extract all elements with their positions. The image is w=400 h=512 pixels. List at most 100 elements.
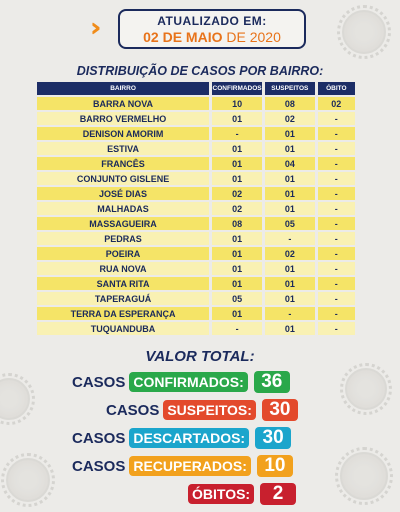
cell-suspeitos: 01 [262, 127, 315, 140]
cell-obito: - [314, 202, 355, 215]
cell-confirmados: 05 [209, 292, 263, 305]
cell-obito: - [314, 187, 355, 200]
cell-confirmados: - [209, 127, 263, 140]
table-row: JOSÉ DIAS 02 01- [37, 187, 355, 200]
summary-word: CASOS [106, 401, 160, 419]
cell-suspeitos: 04 [262, 157, 315, 170]
summary-label: ÓBITOS: [188, 484, 255, 504]
update-date-year: DE 2020 [222, 29, 281, 45]
update-header: ›› ATUALIZADO EM: 02 DE MAIO DE 2020 [0, 8, 400, 49]
summary-row: CASOS SUSPEITOS: 30 [106, 399, 298, 421]
summary-value: 30 [261, 399, 298, 421]
table-row: BARRA NOVA 10 08 02 [37, 97, 355, 110]
cell-obito: - [314, 322, 355, 335]
cell-obito: - [314, 307, 355, 320]
update-label: ATUALIZADO EM: [157, 14, 267, 28]
update-date-main: 02 DE MAIO [143, 29, 223, 45]
table-row: MASSAGUEIRA 08 05- [37, 217, 355, 230]
col-header-suspeitos: SUSPEITOS [262, 82, 315, 95]
cell-suspeitos: 01 [262, 202, 315, 215]
summary-label: RECUPERADOS: [129, 456, 251, 476]
table-header-row: BAIRRO CONFIRMADOS SUSPEITOS ÓBITO [37, 82, 355, 95]
cell-confirmados: 01 [209, 262, 263, 275]
summary-label: SUSPEITOS: [163, 400, 256, 420]
cell-suspeitos: 01 [262, 262, 315, 275]
update-date-box: ATUALIZADO EM: 02 DE MAIO DE 2020 [118, 9, 306, 49]
summary-row: CASOS CONFIRMADOS: 36 [72, 371, 290, 393]
virus-decoration-icon [0, 373, 35, 425]
summary-value: 10 [256, 455, 293, 477]
cell-suspeitos: 01 [262, 172, 315, 185]
col-header-confirmados: CONFIRMADOS [209, 82, 263, 95]
summary-value: 36 [253, 371, 290, 393]
cell-confirmados: 01 [209, 172, 263, 185]
total-title: VALOR TOTAL: [145, 348, 255, 365]
cell-suspeitos: 02 [262, 247, 315, 260]
cell-obito: - [314, 292, 355, 305]
cell-suspeitos: 05 [262, 217, 315, 230]
cell-obito: - [314, 262, 355, 275]
cell-obito: - [314, 142, 355, 155]
cell-obito: 02 [314, 97, 355, 110]
virus-decoration-icon [340, 363, 392, 415]
table-row: DENISON AMORIM -01- [37, 127, 355, 140]
cell-confirmados: 01 [209, 112, 263, 125]
cell-suspeitos: 01 [262, 187, 315, 200]
table-row: TUQUANDUBA -01- [37, 322, 355, 335]
cell-suspeitos: 01 [262, 142, 315, 155]
table-row: TAPERAGUÁ 05 01- [37, 292, 355, 305]
cell-suspeitos: - [262, 232, 315, 245]
cell-bairro: ESTIVA [37, 142, 210, 155]
cell-suspeitos: - [262, 307, 315, 320]
cell-obito: - [314, 217, 355, 230]
cell-obito: - [314, 112, 355, 125]
cell-bairro: BARRA NOVA [37, 97, 210, 110]
cell-bairro: MASSAGUEIRA [37, 217, 210, 230]
cell-suspeitos: 01 [262, 322, 315, 335]
table-row: RUA NOVA 01 01- [37, 262, 355, 275]
summary-value: 30 [255, 427, 292, 449]
virus-decoration-icon [337, 5, 391, 59]
table-row: CONJUNTO GISLENE 01 01- [37, 172, 355, 185]
virus-decoration-icon [335, 447, 393, 505]
cell-obito: - [314, 277, 355, 290]
cell-obito: - [314, 232, 355, 245]
cell-bairro: CONJUNTO GISLENE [37, 172, 210, 185]
cell-suspeitos: 01 [262, 292, 315, 305]
summary-row: CASOS DESCARTADOS: 30 [72, 427, 292, 449]
cell-bairro: DENISON AMORIM [37, 127, 210, 140]
summary-word: CASOS [72, 373, 126, 391]
col-header-bairro: BAIRRO [37, 82, 210, 95]
cell-suspeitos: 02 [262, 112, 315, 125]
cell-obito: - [314, 127, 355, 140]
update-date: 02 DE MAIO DE 2020 [120, 29, 304, 45]
summary-label: CONFIRMADOS: [129, 372, 248, 392]
table-row: PEDRAS 01- - [37, 232, 355, 245]
cell-obito: - [314, 157, 355, 170]
cell-bairro: MALHADAS [37, 202, 210, 215]
cell-obito: - [314, 172, 355, 185]
col-header-obito: ÓBITO [314, 82, 355, 95]
table-row: ESTIVA 01 01- [37, 142, 355, 155]
summary-row: ÓBITOS: 2 [188, 483, 297, 505]
summary-row: CASOS RECUPERADOS: 10 [72, 455, 293, 477]
cell-bairro: RUA NOVA [37, 262, 210, 275]
cell-bairro: TERRA DA ESPERANÇA [37, 307, 210, 320]
table-row: POEIRA 01 02- [37, 247, 355, 260]
cell-suspeitos: 01 [262, 277, 315, 290]
cell-bairro: FRANCÊS [37, 157, 210, 170]
cell-confirmados: 10 [209, 97, 263, 110]
cell-confirmados: 02 [209, 202, 263, 215]
chevron-right-icon: ›› [90, 13, 106, 43]
summary-value: 2 [260, 483, 297, 505]
cell-suspeitos: 08 [262, 97, 315, 110]
section-title: DISTRIBUIÇÃO DE CASOS POR BAIRRO: [76, 64, 324, 78]
cell-bairro: SANTA RITA [37, 277, 210, 290]
cell-bairro: JOSÉ DIAS [37, 187, 210, 200]
cell-confirmados: 01 [209, 247, 263, 260]
summary-word: CASOS [72, 429, 126, 447]
cell-confirmados: 02 [209, 187, 263, 200]
cell-bairro: PEDRAS [37, 232, 210, 245]
cell-confirmados: 01 [209, 157, 263, 170]
table-row: BARRO VERMELHO 01 02- [37, 112, 355, 125]
